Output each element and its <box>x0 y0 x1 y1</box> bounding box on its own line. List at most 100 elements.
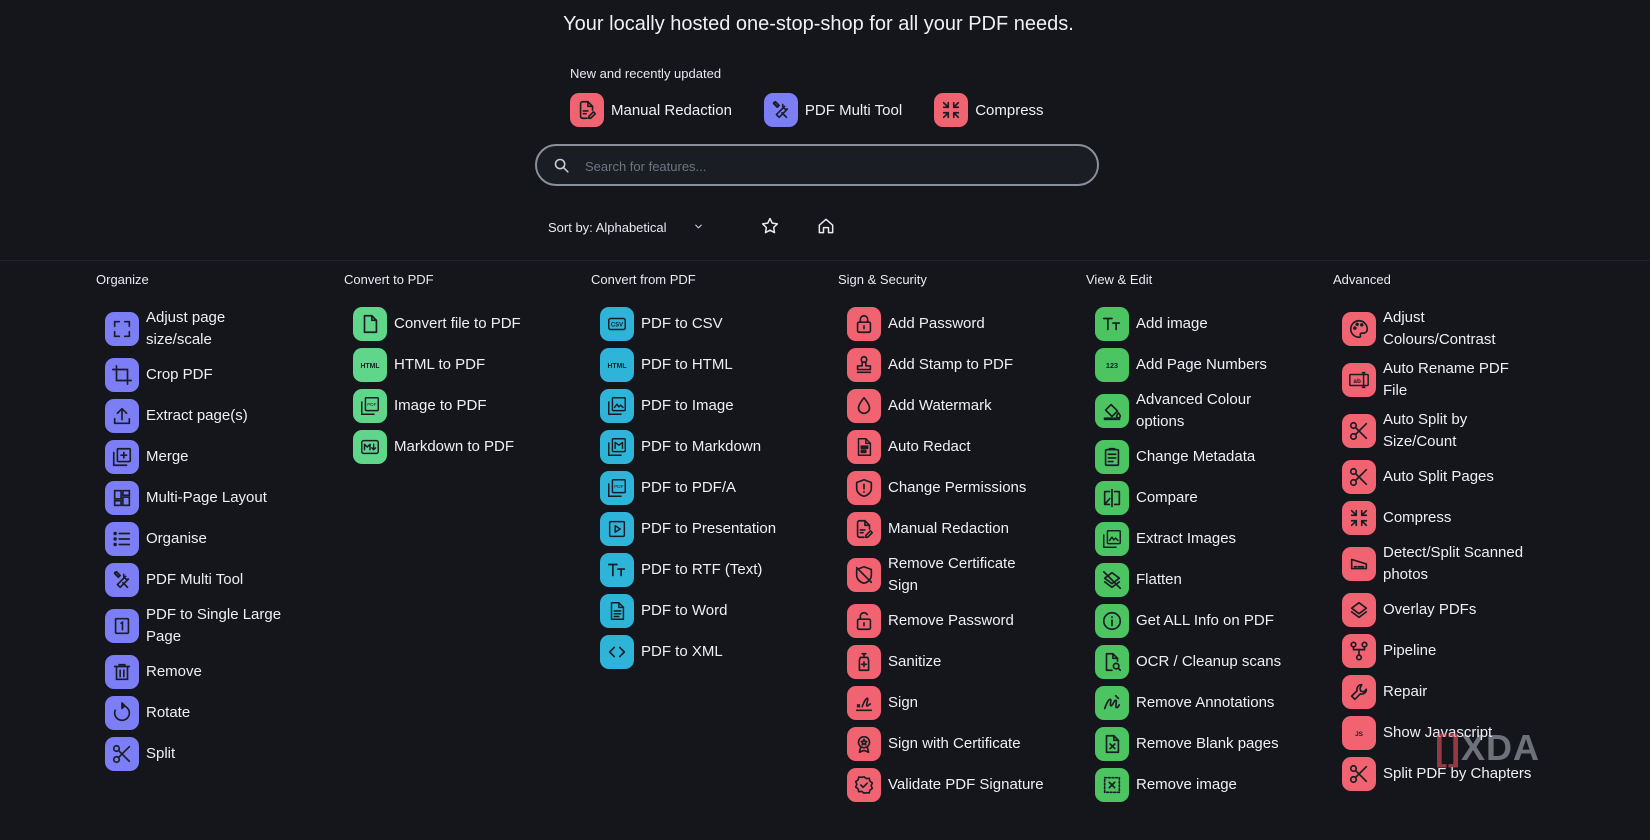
tool-compress[interactable]: Compress <box>1342 501 1573 535</box>
tool-show-javascript[interactable]: JS Show Javascript <box>1342 716 1573 750</box>
tool-change-metadata[interactable]: Change Metadata <box>1095 440 1326 474</box>
tool-multi-page-layout[interactable]: Multi-Page Layout <box>105 481 336 515</box>
tool-merge[interactable]: Merge <box>105 440 336 474</box>
tool-sign[interactable]: Sign <box>847 686 1078 720</box>
tool-split[interactable]: Split <box>105 737 336 771</box>
tool-adjust-page-size[interactable]: Adjust page size/scale <box>105 307 275 351</box>
recent-item-manual-redaction[interactable]: Manual Redaction <box>570 92 732 128</box>
tool-pdf-to-markdown[interactable]: PDF to Markdown <box>600 430 831 464</box>
tool-label: Adjust page size/scale <box>146 309 226 348</box>
tool-remove[interactable]: Remove <box>105 655 336 689</box>
tool-pipeline[interactable]: Pipeline <box>1342 634 1573 668</box>
category-advanced: Advanced Adjust Colours/Contrast ab Auto … <box>1333 272 1573 798</box>
favorites-button[interactable] <box>760 216 780 241</box>
tool-compare[interactable]: Compare <box>1095 481 1326 515</box>
tool-label: Add Watermark <box>888 397 992 414</box>
tool-pdf-to-presentation[interactable]: PDF to Presentation <box>600 512 831 546</box>
category-title: View & Edit <box>1086 272 1153 287</box>
tool-remove-blank-pages[interactable]: Remove Blank pages <box>1095 727 1326 761</box>
recent-item-compress[interactable]: Compress <box>934 92 1044 128</box>
tool-remove-certificate-sign[interactable]: Remove Certificate Sign <box>847 553 1037 597</box>
tool-sign-with-certificate[interactable]: Sign with Certificate <box>847 727 1078 761</box>
tool-label: Adjust Colours/Contrast <box>1383 309 1496 348</box>
tool-pdf-to-pdfa[interactable]: PDF PDF to PDF/A <box>600 471 831 505</box>
tool-auto-rename[interactable]: ab Auto Rename PDF File <box>1342 358 1527 402</box>
tool-pdf-to-word[interactable]: PDF to Word <box>600 594 831 628</box>
category-title: Convert to PDF <box>344 272 434 287</box>
search-icon <box>553 157 570 179</box>
tool-auto-split-pages[interactable]: Auto Split Pages <box>1342 460 1573 494</box>
search-input[interactable] <box>583 154 1077 178</box>
category-title: Convert from PDF <box>591 272 696 287</box>
sort-dropdown[interactable]: Sort by: Alphabetical <box>548 220 704 235</box>
upload-icon <box>105 399 139 433</box>
tool-auto-split-size[interactable]: Auto Split by Size/Count <box>1342 409 1512 453</box>
tool-label: Remove <box>146 663 202 680</box>
tool-html-to-pdf[interactable]: HTML HTML to PDF <box>353 348 584 382</box>
pdf-icon: PDF <box>600 471 634 505</box>
tool-extract-images[interactable]: Extract Images <box>1095 522 1326 556</box>
tool-adjust-colours[interactable]: Adjust Colours/Contrast <box>1342 307 1532 351</box>
tool-label: Change Metadata <box>1136 448 1256 465</box>
tool-pdf-to-image[interactable]: PDF to Image <box>600 389 831 423</box>
svg-text:123: 123 <box>1106 361 1118 370</box>
verified-icon <box>847 768 881 802</box>
tool-advanced-colour-options[interactable]: Advanced Colour options <box>1095 389 1285 433</box>
tool-add-password[interactable]: Add Password <box>847 307 1078 341</box>
tool-extract-pages[interactable]: Extract page(s) <box>105 399 336 433</box>
tool-remove-password[interactable]: Remove Password <box>847 604 1078 638</box>
tool-repair[interactable]: Repair <box>1342 675 1573 709</box>
tool-label: Validate PDF Signature <box>888 776 1044 793</box>
tool-markdown-to-pdf[interactable]: Markdown to PDF <box>353 430 584 464</box>
tool-pdf-to-xml[interactable]: PDF to XML <box>600 635 831 669</box>
text-icon <box>600 553 634 587</box>
tool-label: Remove Password <box>888 612 1014 629</box>
tool-organise[interactable]: Organise <box>105 522 336 556</box>
tool-convert-file-to-pdf[interactable]: Convert file to PDF <box>353 307 584 341</box>
page-tagline: Your locally hosted one-stop-shop for al… <box>563 13 1074 35</box>
tool-flatten[interactable]: Flatten <box>1095 563 1326 597</box>
tool-detect-split-scanned[interactable]: Detect/Split Scanned photos <box>1342 542 1542 586</box>
tool-pdf-to-rtf[interactable]: PDF to RTF (Text) <box>600 553 831 587</box>
tool-label: Remove image <box>1136 776 1237 793</box>
tool-ocr-cleanup[interactable]: OCR / Cleanup scans <box>1095 645 1326 679</box>
tool-add-watermark[interactable]: Add Watermark <box>847 389 1078 423</box>
tool-crop-pdf[interactable]: Crop PDF <box>105 358 336 392</box>
html-icon: HTML <box>353 348 387 382</box>
tool-image-to-pdf[interactable]: PDF Image to PDF <box>353 389 584 423</box>
signature-icon <box>847 686 881 720</box>
wrench-icon <box>1342 675 1376 709</box>
tool-label: Repair <box>1383 683 1428 700</box>
tool-remove-image[interactable]: Remove image <box>1095 768 1326 802</box>
file-edit-icon <box>847 512 881 546</box>
tool-rotate[interactable]: Rotate <box>105 696 336 730</box>
tool-add-page-numbers[interactable]: 123 Add Page Numbers <box>1095 348 1326 382</box>
tool-change-permissions[interactable]: Change Permissions <box>847 471 1078 505</box>
csv-icon: CSV <box>600 307 634 341</box>
tool-pdf-to-csv[interactable]: CSV PDF to CSV <box>600 307 831 341</box>
tool-auto-redact[interactable]: Auto Redact <box>847 430 1078 464</box>
tool-pdf-to-single-large-page[interactable]: PDF to Single Large Page <box>105 604 295 648</box>
recent-item-pdf-multi-tool[interactable]: PDF Multi Tool <box>763 92 902 128</box>
tool-pdf-multi-tool[interactable]: PDF Multi Tool <box>105 563 336 597</box>
text-icon <box>1095 307 1129 341</box>
svg-text:HTML: HTML <box>360 363 379 370</box>
tool-remove-annotations[interactable]: Remove Annotations <box>1095 686 1326 720</box>
tool-label: Image to PDF <box>394 397 487 414</box>
home-button[interactable] <box>816 216 836 241</box>
tool-label: Get ALL Info on PDF <box>1136 612 1274 629</box>
tool-add-image[interactable]: Add image <box>1095 307 1326 341</box>
sort-label: Sort by: Alphabetical <box>548 220 667 235</box>
tool-pdf-to-html[interactable]: HTML PDF to HTML <box>600 348 831 382</box>
tool-get-all-info[interactable]: Get ALL Info on PDF <box>1095 604 1326 638</box>
scan-search-icon <box>1095 645 1129 679</box>
tool-sanitize[interactable]: Sanitize <box>847 645 1078 679</box>
tool-split-pdf-chapters[interactable]: Split PDF by Chapters <box>1342 757 1573 791</box>
tool-manual-redaction[interactable]: Manual Redaction <box>847 512 1078 546</box>
svg-text:JS: JS <box>1355 731 1364 738</box>
tool-validate-pdf-signature[interactable]: Validate PDF Signature <box>847 768 1078 802</box>
tool-overlay-pdfs[interactable]: Overlay PDFs <box>1342 593 1573 627</box>
tool-add-stamp[interactable]: Add Stamp to PDF <box>847 348 1078 382</box>
tool-label: Change Permissions <box>888 479 1027 496</box>
tool-label: OCR / Cleanup scans <box>1136 653 1282 670</box>
